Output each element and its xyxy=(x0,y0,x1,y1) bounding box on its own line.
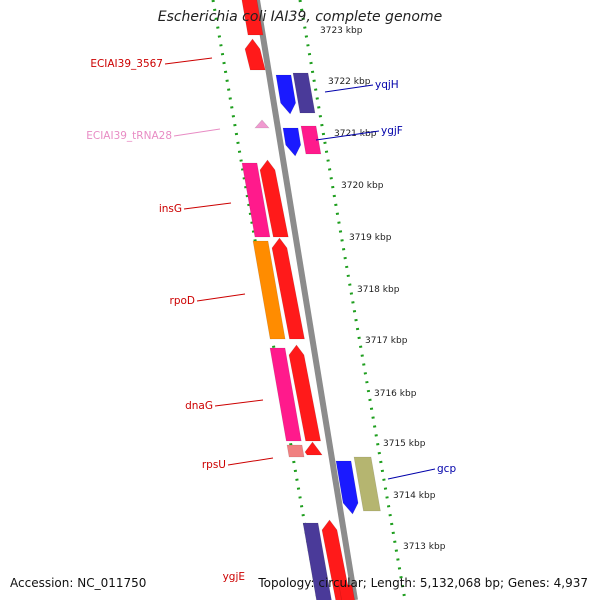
genome-backbone xyxy=(254,0,358,600)
gene-label-right: gcp xyxy=(437,463,456,475)
label-layer: ECIAI39_3567 ECIAI39_tRNA28 insG rpoD dnaG rp… xyxy=(86,57,456,583)
feature-top-1 xyxy=(241,0,264,36)
kbp-tick-label: 3713 kbp xyxy=(403,542,446,552)
feature-rpoD-b xyxy=(271,237,305,340)
kbp-tick-label: 3717 kbp xyxy=(365,336,408,346)
feature-gcp-a xyxy=(335,460,359,515)
kbp-tick-label: 3719 kbp xyxy=(349,233,392,243)
feature-yqjH-a xyxy=(275,74,296,115)
gene-label-left: ECIAI39_tRNA28 xyxy=(86,130,172,142)
feature-tRNA28 xyxy=(254,119,270,129)
gene-label-left: dnaG xyxy=(185,400,213,412)
feature-ygjE-a xyxy=(302,522,332,600)
gene-leader-line xyxy=(196,293,246,302)
gene-label-right: yqjH xyxy=(375,79,399,91)
gene-label-left: insG xyxy=(159,203,182,215)
feature-ygjE-b xyxy=(321,519,352,600)
gene-leader-line xyxy=(173,128,221,137)
gene-leader-line xyxy=(164,57,213,65)
gene-label-left: ECIAI39_3567 xyxy=(90,58,163,70)
feature-layer xyxy=(241,0,381,600)
map-title: Escherichia coli IAI39, complete genome xyxy=(157,9,443,25)
accession-text: Accession: NC_011750 xyxy=(10,576,147,590)
feature-insG-b xyxy=(259,159,289,238)
kbp-tick-label: 3716 kbp xyxy=(374,389,417,399)
feature-dnaG-a xyxy=(269,347,302,442)
gene-leader-line xyxy=(214,399,264,407)
gene-label-left: rpsU xyxy=(202,459,226,471)
kbp-tick-label: 3723 kbp xyxy=(320,26,363,36)
feature-rpsU-b xyxy=(304,441,323,456)
feature-ECIAI39_3567 xyxy=(244,38,266,71)
feature-yqjH-b xyxy=(292,72,316,114)
feature-ygjF-b xyxy=(300,125,322,155)
gene-leader-line xyxy=(227,457,274,466)
kbp-tick-label: 3718 kbp xyxy=(357,285,400,295)
kbp-tick-label: 3722 kbp xyxy=(328,77,371,87)
gene-label-left: ygjE xyxy=(223,571,245,583)
gene-leader-line xyxy=(315,130,380,141)
gene-leader-line xyxy=(183,202,232,210)
topology-text: Topology: circular; Length: 5,132,068 bp… xyxy=(258,576,588,590)
gene-leader-line xyxy=(324,84,374,93)
gene-label-right: ygjF xyxy=(381,125,403,137)
feature-insG-a xyxy=(241,162,271,238)
kbp-tick-label: 3714 kbp xyxy=(393,491,436,501)
feature-bottom-c xyxy=(338,584,355,600)
feature-ygjF-a xyxy=(282,127,302,157)
kbp-tick-label: 3720 kbp xyxy=(341,181,384,191)
kbp-tick-label: 3715 kbp xyxy=(383,439,426,449)
feature-rpsU-a xyxy=(286,444,305,458)
feature-dnaG-b xyxy=(288,344,321,442)
gene-leader-line xyxy=(387,468,436,480)
gene-label-left: rpoD xyxy=(170,295,196,307)
feature-gcp-b xyxy=(353,456,381,512)
feature-rpoD-a xyxy=(252,240,286,340)
